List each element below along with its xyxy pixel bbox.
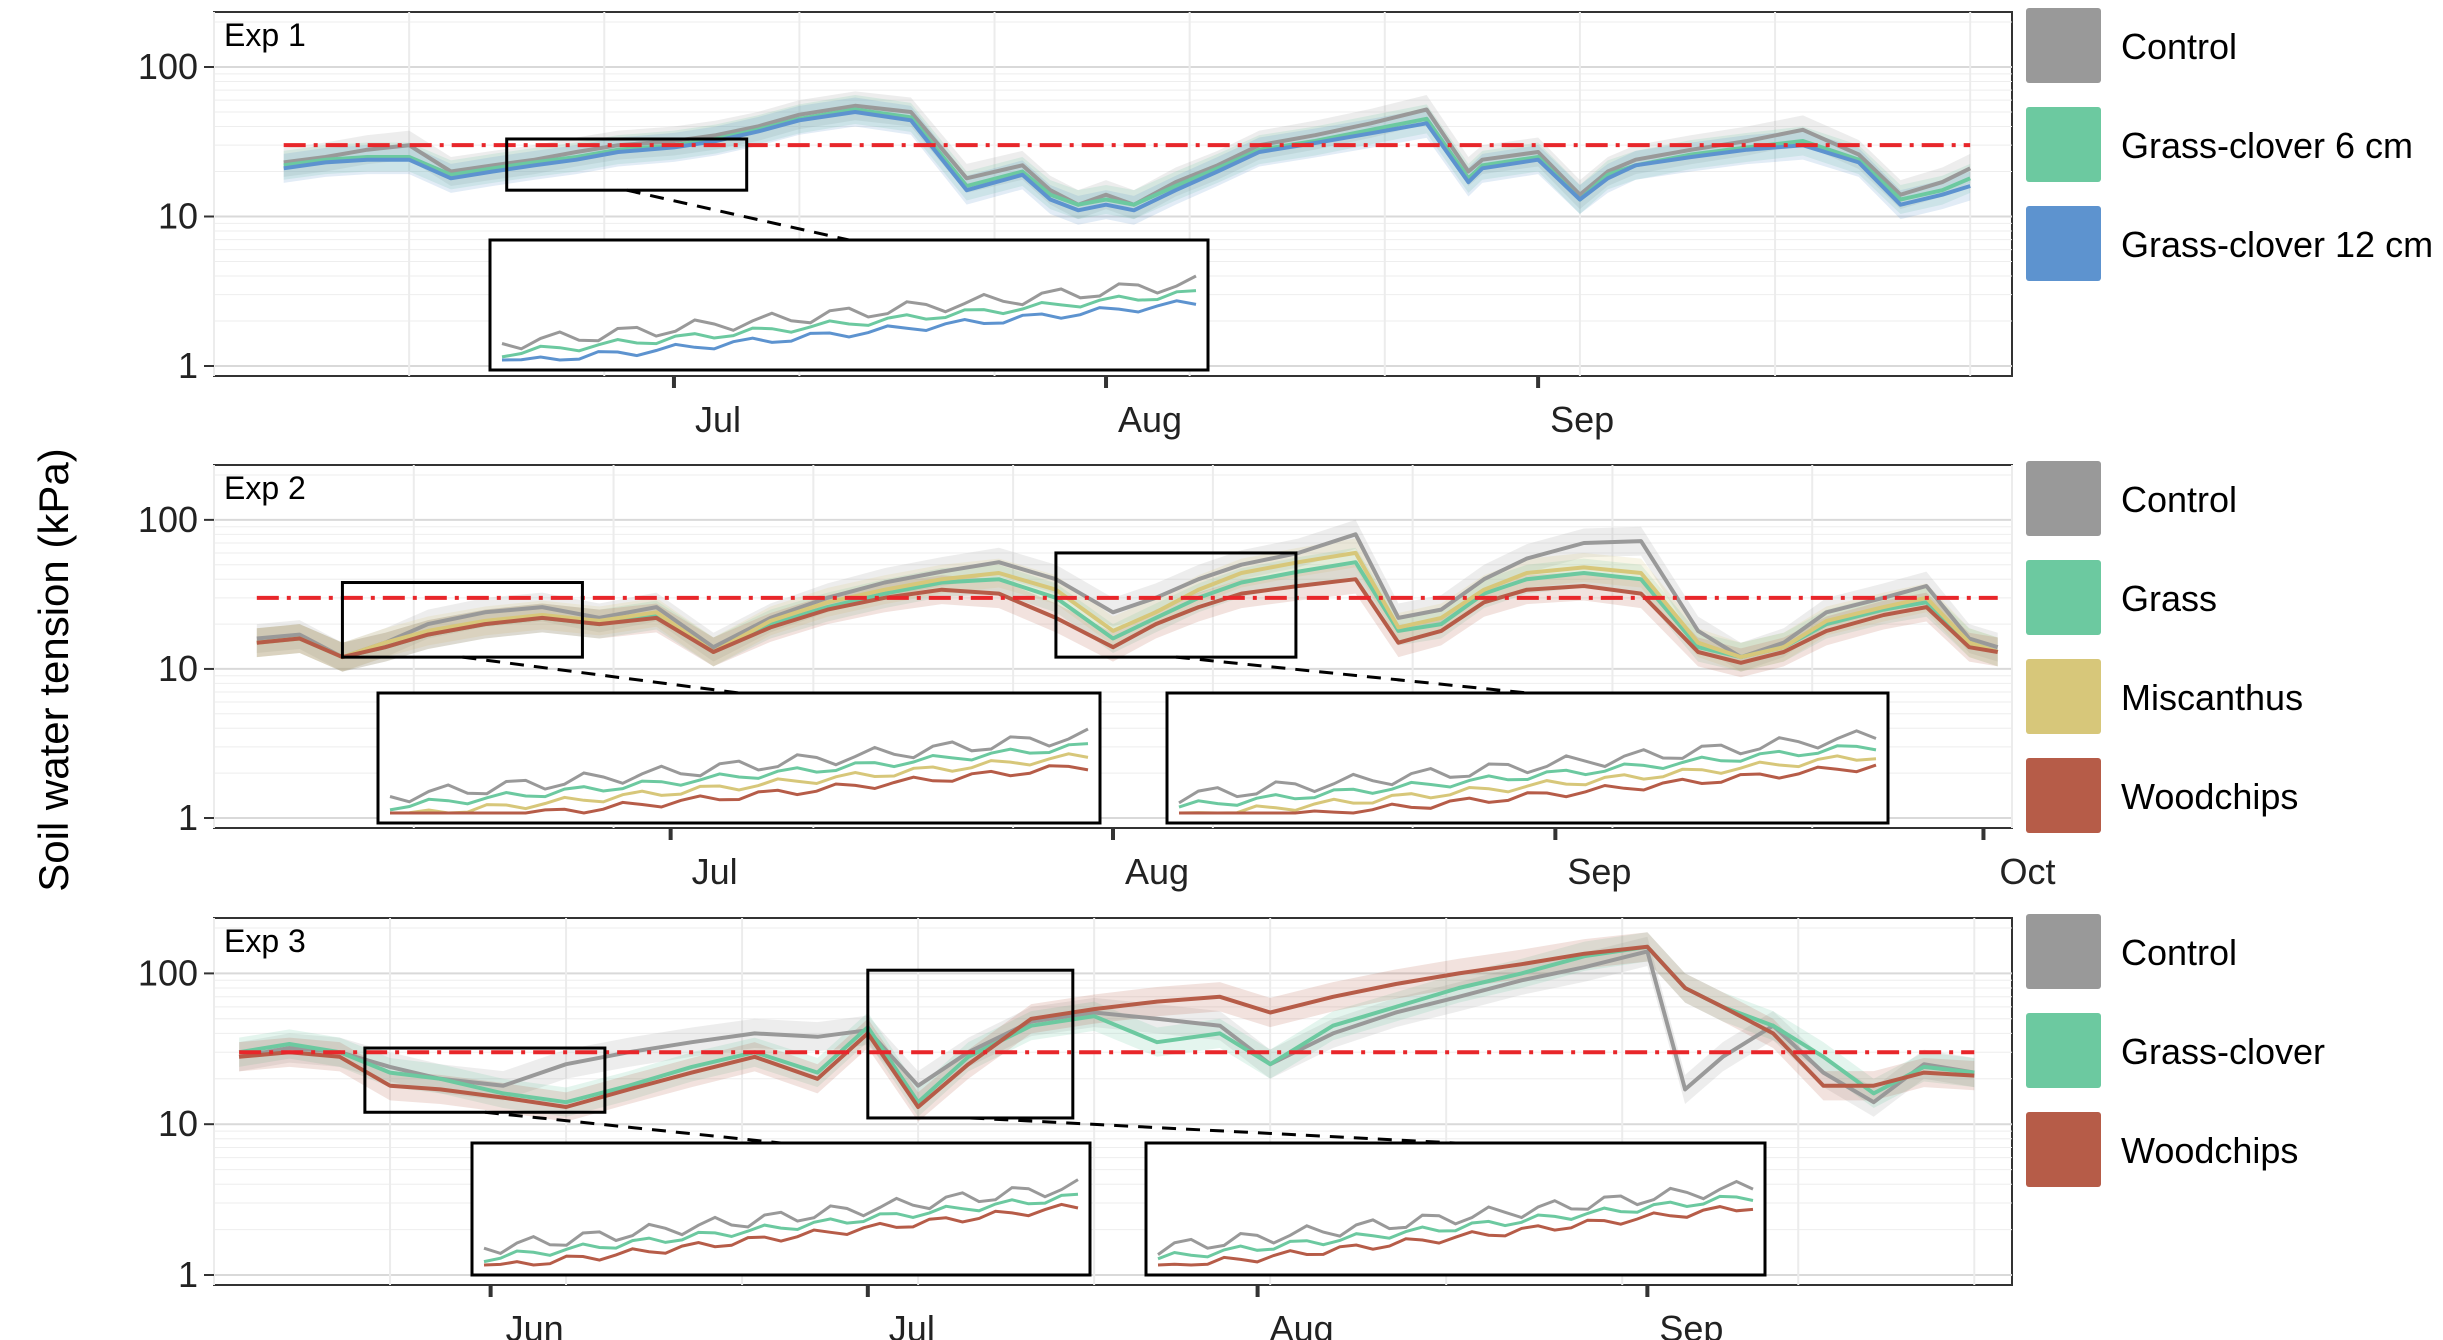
x-tick-label: Aug [1118, 399, 1182, 440]
legend-label: Control [2121, 479, 2238, 520]
panel-1: 1 10 100 Jul Aug Sep Exp 1 [138, 11, 2013, 440]
series-ribbon [283, 91, 1971, 220]
legend-item: Grass-clover 6 cm [2026, 107, 2441, 182]
legend-swatch [2026, 659, 2101, 734]
series-ribbon [239, 936, 1975, 1117]
inset-series-line [501, 274, 1197, 351]
legend-item: Control [2026, 914, 2441, 989]
x-tick-label: Jul [695, 399, 741, 440]
x-tick-label: Aug [1125, 851, 1189, 892]
zoom-source-box [1054, 551, 1298, 659]
legend-item: Control [2026, 8, 2441, 83]
inset-series-line [483, 1202, 1079, 1267]
inset-series-line [1179, 763, 1877, 815]
legend-item: Grass [2026, 560, 2441, 635]
inset-series-line [1178, 744, 1877, 809]
zoom-inset-box [1144, 1141, 1767, 1277]
y-axis-label: Soil water tension (kPa) [30, 448, 77, 892]
inset-series-line [501, 289, 1197, 359]
x-tick-label: Jul [889, 1308, 935, 1340]
inset-series-line [389, 727, 1089, 804]
legend-label: Control [2121, 26, 2238, 67]
legend-label: Grass-clover 12 cm [2121, 224, 2434, 265]
y-tick-label: 100 [138, 499, 198, 540]
series-line [238, 944, 1975, 1109]
legend-label: Woodchips [2121, 776, 2299, 817]
series-ribbon [283, 97, 1971, 225]
legend-swatch [2026, 461, 2101, 536]
y-tick-label: 1 [178, 1254, 198, 1295]
legend-item: Grass-clover [2026, 1013, 2441, 1088]
y-tick-label: 1 [178, 345, 198, 386]
x-tick-label: Sep [1659, 1308, 1723, 1340]
y-tick-label: 10 [158, 196, 198, 237]
legend-swatch [2026, 206, 2101, 281]
legend-swatch [2026, 758, 2101, 833]
legend-swatch [2026, 8, 2101, 83]
zoom-source-box [505, 137, 749, 192]
legend-item: Control [2026, 461, 2441, 536]
panel-label: Exp 2 [224, 470, 306, 506]
zoom-connector [970, 1116, 1456, 1145]
legend-label: Control [2121, 932, 2238, 973]
legend-swatch [2026, 1112, 2101, 1187]
zoom-inset-box [470, 1141, 1092, 1277]
series-line [238, 949, 1975, 1105]
inset-series-line [390, 764, 1089, 815]
legend-item: Miscanthus [2026, 659, 2441, 734]
series-ribbon [283, 94, 1971, 220]
legend-label: Woodchips [2121, 1130, 2299, 1171]
legend-label: Grass-clover [2121, 1031, 2326, 1072]
inset-series-line [389, 742, 1089, 812]
legend-item: Grass-clover 12 cm [2026, 206, 2441, 281]
y-tick-label: 100 [138, 46, 198, 87]
panels: 1 10 100 Jul Aug Sep Exp 1 1 10 100 Jul Aug Sep Oct Ex… [138, 11, 2055, 1340]
inset-series-line [483, 1178, 1079, 1256]
series-line [283, 110, 1971, 213]
legend-swatch [2026, 107, 2101, 182]
series-ribbon [256, 564, 1998, 678]
x-tick-label: Sep [1550, 399, 1614, 440]
zoom-connector [626, 188, 850, 242]
y-tick-label: 10 [158, 648, 198, 689]
panel-label: Exp 1 [224, 17, 306, 53]
inset-series-line [1178, 729, 1877, 805]
zoom-connector [1175, 655, 1528, 695]
y-tick-label: 1 [178, 797, 198, 838]
legend-item: Woodchips [2026, 1112, 2441, 1187]
x-tick-label: Jul [692, 851, 738, 892]
legend-swatch [2026, 914, 2101, 989]
inset-series-line [389, 752, 1089, 815]
legend-label: Grass [2121, 578, 2218, 619]
x-tick-label: Oct [1999, 851, 2055, 892]
x-tick-label: Aug [1270, 1308, 1334, 1340]
zoom-connector [484, 1110, 782, 1145]
legend-swatch [2026, 560, 2101, 635]
inset-series-line [1178, 754, 1877, 815]
panel-2: 1 10 100 Jul Aug Sep Oct Exp 2 [138, 464, 2055, 892]
y-tick-label: 100 [138, 952, 198, 993]
x-tick-label: Sep [1567, 851, 1631, 892]
series-line [283, 103, 1972, 207]
y-tick-label: 10 [158, 1103, 198, 1144]
inset-series-line [1157, 1205, 1754, 1267]
panel-label: Exp 3 [224, 923, 306, 959]
inset-series-line [501, 299, 1197, 362]
legend-item: Woodchips [2026, 758, 2441, 833]
series-line [256, 550, 1999, 660]
panel-3: 1 10 100 Jun Jul Aug Sep Exp 3 [138, 917, 2013, 1340]
legend-label: Miscanthus [2121, 677, 2304, 718]
series-line [256, 577, 1999, 665]
legend-swatch [2026, 1013, 2101, 1088]
inset-series-line [1157, 1194, 1754, 1261]
x-tick-label: Jun [506, 1308, 564, 1340]
zoom-inset-box [1165, 691, 1890, 825]
inset-series-line [483, 1192, 1079, 1264]
inset-series-line [1157, 1179, 1754, 1256]
zoom-source-box [363, 1046, 607, 1114]
legend-label: Grass-clover 6 cm [2121, 125, 2414, 166]
